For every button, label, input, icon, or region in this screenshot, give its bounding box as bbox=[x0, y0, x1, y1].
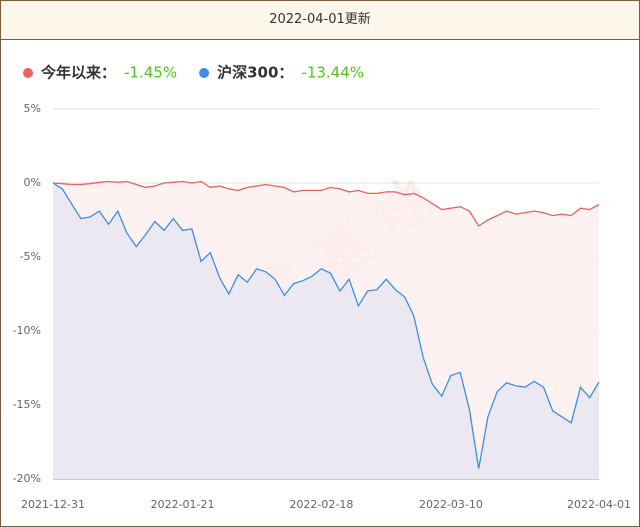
x-tick-label: 2022-04-01 bbox=[567, 498, 631, 511]
legend-marker bbox=[23, 68, 33, 78]
y-tick-label: -20% bbox=[13, 472, 41, 485]
legend-value: -13.44% bbox=[301, 64, 364, 82]
y-tick-label: -5% bbox=[20, 250, 41, 263]
area bbox=[53, 183, 599, 479]
legend-label: 沪深300： bbox=[217, 64, 293, 82]
legend-value: -1.45% bbox=[124, 64, 177, 82]
line bbox=[52, 180, 600, 227]
y-tick-label: 5% bbox=[24, 102, 41, 115]
chart: 今年以来： -1.45% 沪深300： -13.44% 5% 0% -5% -10% -15% -… bbox=[13, 64, 631, 512]
legend-label: 今年以来： bbox=[40, 64, 116, 82]
header: 2022-04-01更新 bbox=[1, 1, 639, 40]
y-tick-label: -10% bbox=[13, 324, 41, 337]
x-tick-label: 2022-01-21 bbox=[151, 498, 215, 511]
legend-marker bbox=[199, 68, 210, 78]
y-tick-label: -15% bbox=[13, 398, 41, 411]
x-tick-label: 2022-03-10 bbox=[419, 498, 483, 511]
x-tick-label: 2021-12-31 bbox=[21, 498, 85, 511]
line bbox=[52, 182, 600, 469]
y-tick-label: 0% bbox=[24, 176, 41, 189]
x-tick-label: 2022-02-18 bbox=[289, 498, 353, 511]
